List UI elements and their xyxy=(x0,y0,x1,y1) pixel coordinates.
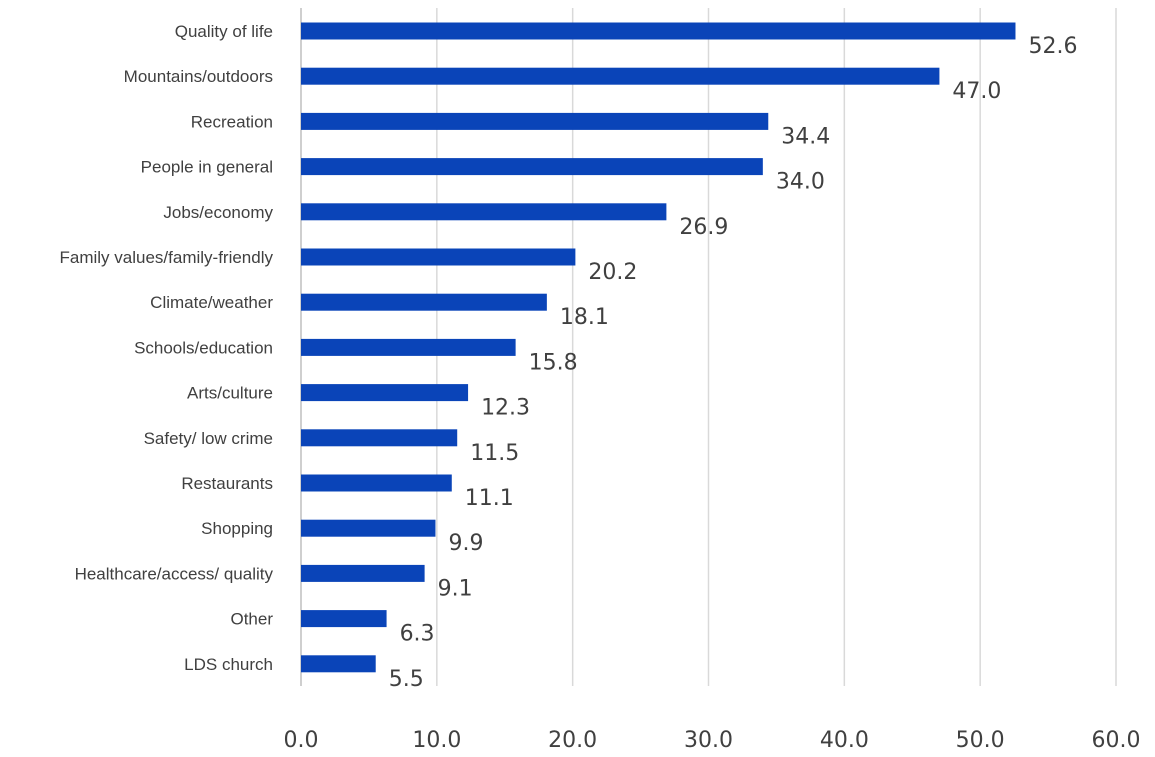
value-labels: 52.6 47.0 34.4 34.0 26.9 20.2 18.1 15.8 12.3 11.5… xyxy=(389,34,1078,692)
category-label: Family values/family-friendly xyxy=(60,248,274,267)
x-tick-label: 10.0 xyxy=(412,728,461,753)
bar xyxy=(301,655,376,673)
bar xyxy=(301,112,769,130)
bars xyxy=(301,22,1016,673)
data-label: 9.1 xyxy=(438,576,473,601)
category-label: Mountains/outdoors xyxy=(124,67,273,86)
bar xyxy=(301,248,576,266)
data-label: 15.8 xyxy=(529,350,578,375)
category-label: LDS church xyxy=(184,655,273,674)
category-label: Healthcare/access/ quality xyxy=(75,564,274,583)
bar xyxy=(301,67,940,85)
category-label: Other xyxy=(230,610,273,629)
data-label: 5.5 xyxy=(389,667,424,692)
x-tick-label: 60.0 xyxy=(1092,728,1141,753)
x-tick-label: 0.0 xyxy=(284,728,319,753)
data-label: 12.3 xyxy=(481,396,530,421)
bar xyxy=(301,474,452,492)
x-tick-label: 50.0 xyxy=(956,728,1005,753)
category-label: Arts/culture xyxy=(187,384,273,403)
data-label: 11.1 xyxy=(465,486,514,511)
bar xyxy=(301,564,425,582)
data-label: 9.9 xyxy=(448,531,483,556)
bar xyxy=(301,610,387,628)
category-label: Jobs/economy xyxy=(163,203,273,222)
data-label: 20.2 xyxy=(588,260,637,285)
category-labels: Quality of life Mountains/outdoors Recreat… xyxy=(60,22,274,674)
bar xyxy=(301,158,763,176)
bar xyxy=(301,203,667,221)
x-tick-label: 30.0 xyxy=(684,728,733,753)
category-label: Safety/ low crime xyxy=(144,429,273,448)
category-label: Schools/education xyxy=(134,338,273,357)
data-label: 34.0 xyxy=(776,170,825,195)
category-label: Climate/weather xyxy=(150,293,273,312)
data-label: 18.1 xyxy=(560,305,609,330)
category-label: Recreation xyxy=(191,112,273,131)
data-label: 11.5 xyxy=(470,441,519,466)
bar xyxy=(301,384,469,402)
category-label: Quality of life xyxy=(175,22,273,41)
bar xyxy=(301,338,516,356)
bar xyxy=(301,22,1016,40)
data-label: 26.9 xyxy=(679,215,728,240)
x-axis-tick-labels: 0.0 10.0 20.0 30.0 40.0 50.0 60.0 xyxy=(284,728,1141,753)
data-label: 47.0 xyxy=(952,79,1001,104)
x-tick-label: 40.0 xyxy=(820,728,869,753)
bar xyxy=(301,293,547,311)
x-tick-label: 20.0 xyxy=(548,728,597,753)
category-label: Restaurants xyxy=(181,474,273,493)
category-label: People in general xyxy=(141,158,273,177)
category-label: Shopping xyxy=(201,519,273,538)
bar xyxy=(301,429,458,447)
data-label: 52.6 xyxy=(1028,34,1077,59)
data-label: 6.3 xyxy=(400,622,435,647)
bar xyxy=(301,519,436,537)
data-label: 34.4 xyxy=(781,124,830,149)
